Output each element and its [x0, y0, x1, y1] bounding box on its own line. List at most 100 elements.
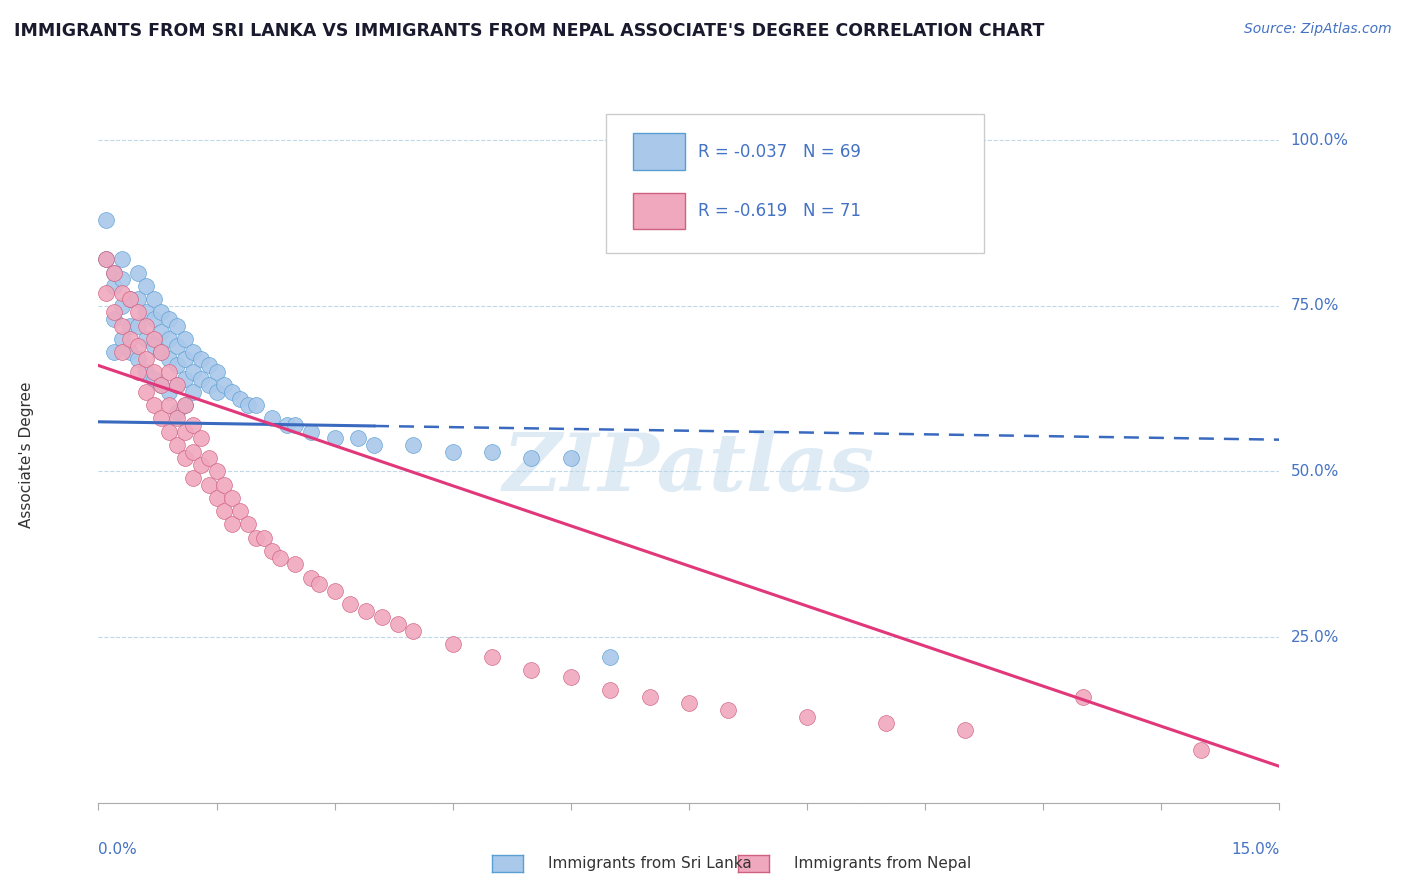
Point	[717, 703, 740, 717]
Point	[150, 345, 173, 359]
Point	[166, 359, 188, 373]
Point	[142, 338, 165, 352]
Point	[142, 312, 165, 326]
Point	[157, 384, 180, 399]
Point	[520, 451, 543, 466]
Point	[260, 411, 283, 425]
Point	[166, 438, 188, 452]
Point	[181, 471, 204, 485]
Point	[221, 517, 243, 532]
Point	[197, 451, 219, 466]
Text: R = -0.619   N = 71: R = -0.619 N = 71	[699, 202, 862, 219]
Point	[236, 398, 259, 412]
Point	[127, 305, 149, 319]
Point	[103, 312, 125, 326]
Point	[96, 252, 118, 267]
Point	[150, 345, 173, 359]
FancyBboxPatch shape	[606, 114, 984, 253]
Point	[103, 279, 125, 293]
Text: R = -0.037   N = 69: R = -0.037 N = 69	[699, 143, 862, 161]
Point	[111, 252, 134, 267]
Point	[103, 345, 125, 359]
Point	[197, 477, 219, 491]
Point	[441, 444, 464, 458]
Point	[150, 378, 173, 392]
Point	[363, 438, 385, 452]
Point	[190, 458, 212, 472]
Point	[205, 365, 228, 379]
Point	[157, 425, 180, 439]
Point	[96, 212, 118, 227]
Point	[190, 372, 212, 386]
Point	[111, 332, 134, 346]
Point	[299, 570, 322, 584]
Point	[190, 431, 212, 445]
Point	[205, 491, 228, 505]
Point	[135, 365, 157, 379]
Point	[276, 418, 298, 433]
Point	[323, 431, 346, 445]
Point	[205, 465, 228, 479]
Point	[214, 477, 236, 491]
Point	[481, 650, 503, 665]
Point	[127, 351, 149, 366]
Text: 25.0%: 25.0%	[1291, 630, 1339, 645]
Point	[111, 318, 134, 333]
Point	[347, 431, 370, 445]
Text: 75.0%: 75.0%	[1291, 298, 1339, 313]
Point	[127, 318, 149, 333]
Point	[245, 531, 267, 545]
Point	[174, 332, 197, 346]
Point	[441, 637, 464, 651]
Point	[111, 299, 134, 313]
Point	[402, 438, 425, 452]
Point	[111, 345, 134, 359]
Point	[174, 398, 197, 412]
Point	[174, 372, 197, 386]
Point	[229, 504, 252, 518]
Point	[174, 398, 197, 412]
Point	[157, 365, 180, 379]
Point	[118, 318, 141, 333]
Point	[236, 517, 259, 532]
Point	[221, 491, 243, 505]
Point	[323, 583, 346, 598]
Point	[638, 690, 661, 704]
Point	[181, 345, 204, 359]
Point	[157, 398, 180, 412]
Point	[103, 305, 125, 319]
Point	[181, 365, 204, 379]
Point	[214, 504, 236, 518]
Point	[157, 351, 180, 366]
Point	[150, 411, 173, 425]
Point	[354, 604, 377, 618]
Point	[118, 332, 141, 346]
Point	[560, 451, 582, 466]
Point	[174, 351, 197, 366]
Point	[214, 378, 236, 392]
Point	[166, 378, 188, 392]
Point	[284, 418, 307, 433]
Point	[1189, 743, 1212, 757]
Point	[796, 709, 818, 723]
Point	[118, 292, 141, 306]
Point	[205, 384, 228, 399]
Point	[181, 444, 204, 458]
Text: ZIPatlas: ZIPatlas	[503, 430, 875, 508]
Point	[1071, 690, 1094, 704]
FancyBboxPatch shape	[634, 134, 685, 169]
Point	[284, 558, 307, 572]
Point	[150, 326, 173, 340]
Point	[269, 550, 291, 565]
Point	[402, 624, 425, 638]
Point	[166, 378, 188, 392]
Point	[181, 384, 204, 399]
Point	[387, 616, 409, 631]
FancyBboxPatch shape	[634, 193, 685, 229]
Point	[127, 338, 149, 352]
Text: 100.0%: 100.0%	[1291, 133, 1348, 148]
Point	[157, 312, 180, 326]
Point	[253, 531, 276, 545]
Point	[96, 252, 118, 267]
Point	[481, 444, 503, 458]
